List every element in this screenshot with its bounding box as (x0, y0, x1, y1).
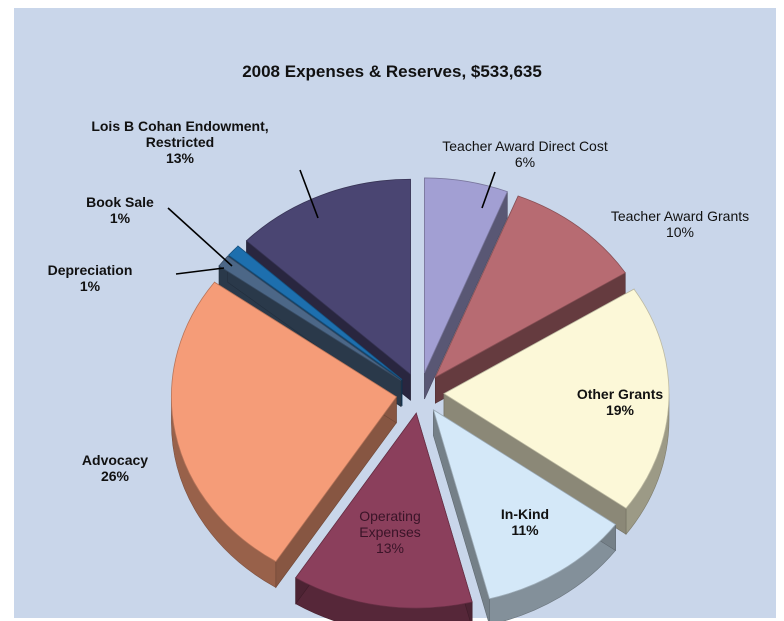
pie-slice-advocacy (171, 281, 398, 562)
label-lois-b-cohan-endowment-line1: Lois B Cohan Endowment, (91, 118, 269, 134)
label-book-sale-pct: 1% (109, 210, 131, 226)
leader-line-0 (299, 169, 319, 219)
label-in-kind-name: In-Kind (500, 506, 550, 522)
label-lois-b-cohan-endowment: Lois B Cohan Endowment, Restricted 13% (55, 118, 305, 166)
label-in-kind-pct: 11% (511, 522, 539, 538)
label-operating-expenses-line2: Expenses (359, 524, 421, 540)
label-teacher-award-grants-name: Teacher Award Grants (610, 208, 750, 224)
label-teacher-award-direct-cost-name: Teacher Award Direct Cost (442, 138, 608, 154)
label-teacher-award-grants: Teacher Award Grants 10% (585, 208, 775, 240)
pie-slice-depreciation (218, 255, 402, 381)
pie-slice-lois-b-cohan-endowment-restricted (245, 178, 411, 376)
label-in-kind: In-Kind 11% (475, 506, 575, 538)
label-other-grants-name: Other Grants (576, 386, 664, 402)
pie-slice-operating-expenses (295, 412, 473, 609)
pie-slice-teacher-award-grants (434, 195, 626, 379)
label-lois-b-cohan-endowment-line2: Restricted (145, 134, 215, 150)
pie-slice-teacher-award-direct-cost (424, 177, 508, 374)
leader-line-3 (481, 171, 496, 209)
label-teacher-award-direct-cost-pct: 6% (514, 154, 536, 170)
leader-line-1 (167, 207, 233, 267)
pie-slice-book-sale (228, 245, 403, 380)
label-operating-expenses-line1: Operating (359, 508, 421, 524)
label-depreciation-name: Depreciation (47, 262, 133, 278)
label-book-sale-name: Book Sale (86, 194, 154, 210)
pie-slice-in-kind (432, 408, 617, 600)
label-depreciation-pct: 1% (79, 278, 101, 294)
label-book-sale: Book Sale 1% (70, 194, 170, 226)
leader-line-2 (175, 267, 225, 275)
label-teacher-award-direct-cost: Teacher Award Direct Cost 6% (400, 138, 650, 170)
label-other-grants-pct: 19% (605, 402, 635, 418)
label-advocacy-pct: 26% (100, 468, 130, 484)
pie-slice-other-grants (443, 288, 670, 509)
chart-title: 2008 Expenses & Reserves, $533,635 (242, 62, 542, 81)
label-operating-expenses: Operating Expenses 13% (330, 508, 450, 556)
label-advocacy-name: Advocacy (81, 452, 149, 468)
label-lois-b-cohan-endowment-pct: 13% (165, 150, 195, 166)
label-operating-expenses-pct: 13% (375, 540, 405, 556)
label-teacher-award-grants-pct: 10% (665, 224, 695, 240)
label-depreciation: Depreciation 1% (30, 262, 150, 294)
label-other-grants: Other Grants 19% (555, 386, 685, 418)
label-advocacy: Advocacy 26% (60, 452, 170, 484)
